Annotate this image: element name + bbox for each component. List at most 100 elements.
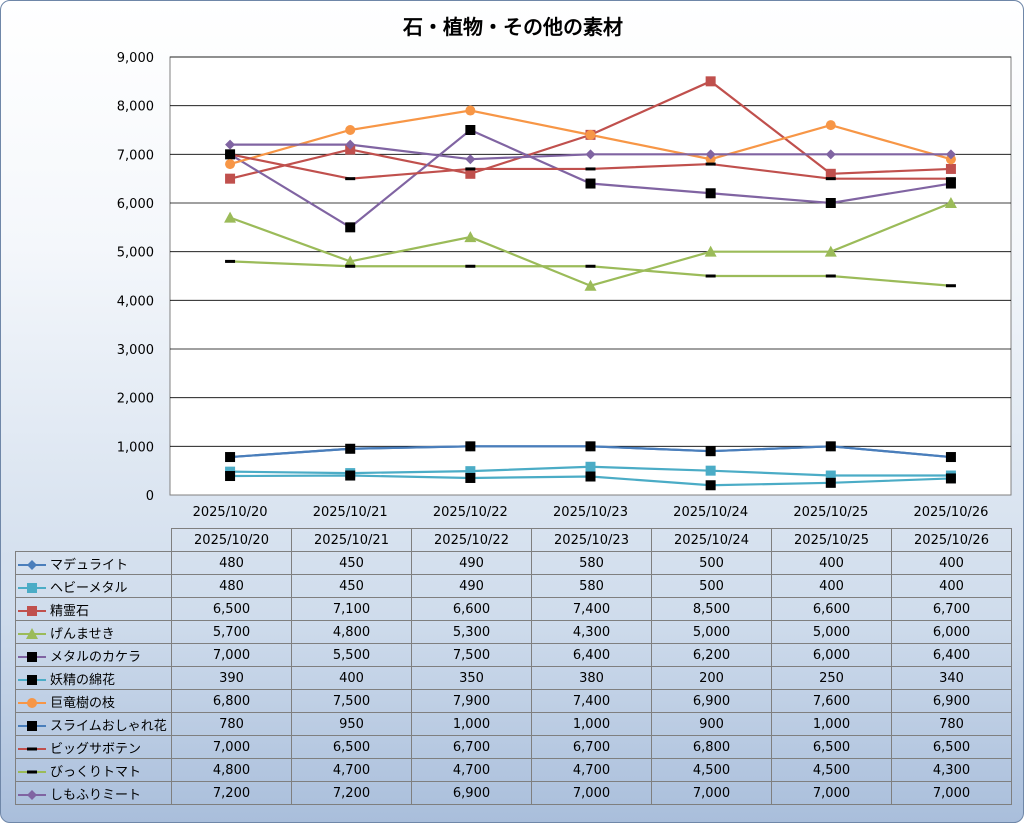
- series-label-cell: びっくりトマト: [15, 758, 172, 782]
- data-point: [345, 125, 356, 135]
- data-point: [945, 163, 956, 174]
- table-cell: 400: [891, 574, 1012, 598]
- table-cell: 7,000: [171, 735, 292, 759]
- table-cell: 580: [531, 574, 652, 598]
- table-cell: 7,000: [171, 643, 292, 667]
- data-point: [945, 149, 956, 160]
- table-cell: 200: [651, 666, 772, 690]
- table-row: びっくりトマト 4,800 4,700 4,700 4,700 4,500 4,500 4,3…: [15, 758, 1012, 782]
- data-point: [344, 255, 357, 267]
- data-point: [945, 178, 956, 189]
- data-point: [585, 461, 596, 472]
- data-point: [345, 470, 356, 481]
- chart-title: 石・植物・その他の素材: [403, 15, 623, 39]
- data-point: [465, 168, 476, 179]
- y-tick-label: 9,000: [117, 51, 154, 66]
- data-point: [945, 452, 956, 463]
- legend-key-icon: [18, 770, 46, 774]
- table-cell: 7,000: [891, 781, 1012, 805]
- series-label-cell: 巨竜樹の枝: [15, 689, 172, 713]
- data-point: [465, 105, 476, 116]
- data-point: [825, 168, 836, 179]
- legend-key-icon: [18, 790, 46, 800]
- series-name: 妖精の綿花: [50, 672, 116, 688]
- table-column-header: 2025/10/22: [411, 528, 532, 552]
- series-name: げんませき: [50, 626, 115, 642]
- data-point: [225, 173, 236, 184]
- table-cell: 6,600: [771, 597, 892, 621]
- table-cell: 250: [771, 666, 892, 690]
- series-name: マデュライト: [50, 557, 129, 573]
- table-cell: 6,400: [531, 643, 652, 667]
- legend-key-icon: [18, 606, 46, 616]
- table-cell: 6,600: [411, 597, 532, 621]
- table-cell: 500: [651, 551, 772, 575]
- table-cell: 4,800: [171, 758, 292, 782]
- table-cell: 900: [651, 712, 772, 736]
- table-cell: 780: [891, 712, 1012, 736]
- table-cell: 1,000: [531, 712, 652, 736]
- series-label-cell: スライムおしゃれ花: [15, 712, 172, 736]
- legend-key-icon: [18, 721, 46, 731]
- series-label-cell: ビッグサボテン: [15, 735, 172, 759]
- table-cell: 500: [651, 574, 772, 598]
- data-point: [825, 477, 836, 488]
- table-row: ヘビーメタル 480 450 490 580 500 400 400: [15, 574, 1012, 598]
- table-column-header: 2025/10/20: [171, 528, 292, 552]
- table-cell: 5,500: [291, 643, 412, 667]
- series-name: メタルのカケラ: [50, 649, 142, 665]
- data-point: [224, 211, 237, 223]
- data-point: [825, 198, 836, 208]
- table-row: 巨竜樹の枝 6,800 7,500 7,900 7,400 6,900 7,600 6,900: [15, 689, 1012, 713]
- x-tick-label: 2025/10/25: [793, 505, 868, 520]
- data-point: [225, 159, 236, 170]
- table-cell: 6,400: [891, 643, 1012, 667]
- table-cell: 6,500: [891, 735, 1012, 759]
- table-cell: 950: [291, 712, 412, 736]
- line-chart: 0 1,000 2,000 3,000 4,000 5,000 6,000 7,000 8,00…: [117, 51, 1012, 520]
- table-cell: 7,400: [531, 689, 652, 713]
- series-name: ヘビーメタル: [50, 580, 128, 596]
- data-point: [945, 177, 956, 181]
- x-tick-label: 2025/10/26: [913, 505, 988, 520]
- series-label-cell: マデュライト: [15, 551, 172, 575]
- series-label-cell: ヘビーメタル: [15, 574, 172, 598]
- table-cell: 480: [171, 551, 292, 575]
- data-point: [465, 441, 476, 452]
- data-point: [585, 471, 596, 482]
- x-tick-label: 2025/10/20: [193, 505, 268, 520]
- data-point: [945, 284, 956, 288]
- data-point: [585, 178, 596, 189]
- table-cell: 350: [411, 666, 532, 690]
- data-point: [704, 245, 717, 257]
- data-point: [705, 465, 716, 476]
- table-cell: 7,900: [411, 689, 532, 713]
- table-column-header: 2025/10/24: [651, 528, 772, 552]
- table-cell: 390: [171, 666, 292, 690]
- table-cell: 6,500: [171, 597, 292, 621]
- table-cell: 780: [171, 712, 292, 736]
- series-name: 精霊石: [50, 603, 90, 619]
- series-name: ビッグサボテン: [50, 741, 142, 757]
- table-cell: 6,000: [891, 620, 1012, 644]
- table-cell: 4,700: [531, 758, 652, 782]
- data-point: [465, 472, 476, 483]
- data-point: [465, 154, 476, 165]
- table-cell: 7,000: [531, 781, 652, 805]
- data-point: [345, 139, 356, 150]
- table-cell: 480: [171, 574, 292, 598]
- table-cell: 490: [411, 551, 532, 575]
- data-point: [225, 139, 236, 150]
- data-point: [225, 452, 236, 463]
- table-cell: 7,500: [411, 643, 532, 667]
- legend-key-icon: [18, 698, 46, 708]
- data-point: [585, 167, 596, 171]
- legend-key-icon: [18, 583, 46, 593]
- data-point: [705, 446, 716, 457]
- table-row: しもふりミート 7,200 7,200 6,900 7,000 7,000 7,000 7,0…: [15, 781, 1012, 805]
- table-header-row: 2025/10/20 2025/10/21 2025/10/22 2025/10/23…: [16, 528, 1012, 552]
- data-point: [705, 149, 716, 160]
- table-cell: 6,700: [891, 597, 1012, 621]
- table-cell: 6,500: [291, 735, 412, 759]
- data-point: [824, 245, 837, 257]
